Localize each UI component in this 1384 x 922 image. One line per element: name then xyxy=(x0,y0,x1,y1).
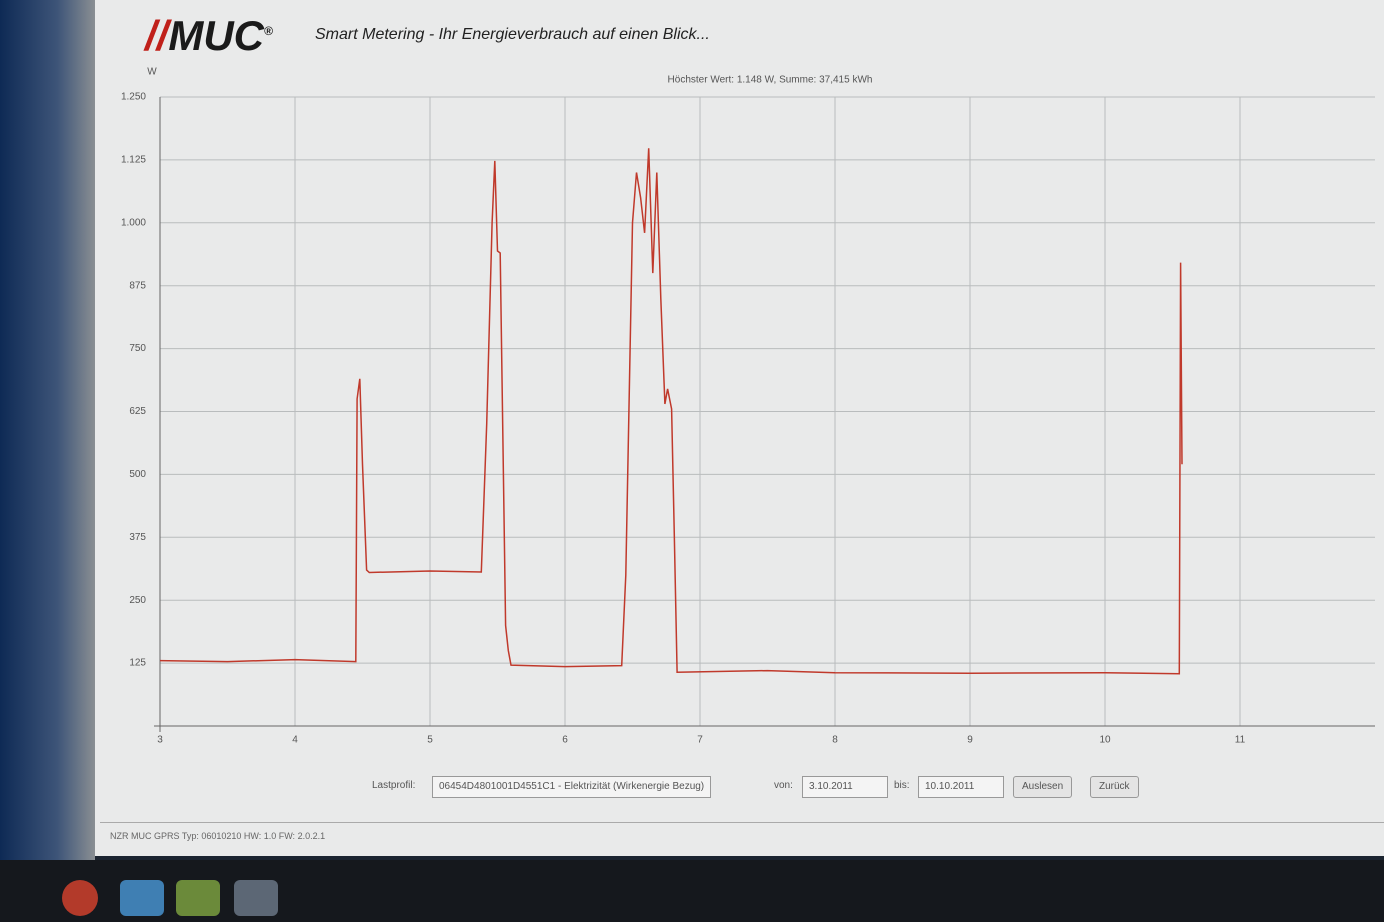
x-tick-label: 3 xyxy=(157,735,163,746)
taskbar-icon[interactable] xyxy=(120,880,164,916)
from-label: von: xyxy=(774,776,793,796)
y-tick-label: 1.250 xyxy=(121,92,146,103)
x-tick-label: 5 xyxy=(427,735,433,746)
x-tick-label: 4 xyxy=(292,735,298,746)
x-tick-label: 9 xyxy=(967,735,973,746)
taskbar-icon[interactable] xyxy=(234,880,278,916)
to-select[interactable]: 10.10.2011 xyxy=(918,776,1004,798)
y-tick-label: 1.125 xyxy=(121,155,146,166)
read-button[interactable]: Auslesen xyxy=(1013,776,1072,798)
y-tick-label: 375 xyxy=(129,532,146,543)
y-tick-label: 750 xyxy=(129,343,146,354)
x-tick-label: 10 xyxy=(1099,735,1111,746)
x-tick-label: 6 xyxy=(562,735,568,746)
profile-label: Lastprofil: xyxy=(372,776,415,796)
x-tick-label: 7 xyxy=(697,735,703,746)
page: //MUC® Smart Metering - Ihr Energieverbr… xyxy=(0,0,1384,922)
back-button[interactable]: Zurück xyxy=(1090,776,1139,798)
y-tick-label: 125 xyxy=(129,658,146,669)
chart: Höchster Wert: 1.148 W, Summe: 37,415 kW… xyxy=(0,0,1384,760)
y-tick-label: 875 xyxy=(129,280,146,291)
x-tick-label: 8 xyxy=(832,735,838,746)
from-select[interactable]: 3.10.2011 xyxy=(802,776,888,798)
y-tick-label: 625 xyxy=(129,406,146,417)
footer: NZR MUC GPRS Typ: 06010210 HW: 1.0 FW: 2… xyxy=(100,822,1384,849)
chart-title: Höchster Wert: 1.148 W, Summe: 37,415 kW… xyxy=(668,75,873,86)
to-label: bis: xyxy=(894,776,910,796)
taskbar-icon[interactable] xyxy=(176,880,220,916)
y-tick-label: 500 xyxy=(129,469,146,480)
y-tick-label: 250 xyxy=(129,595,146,606)
profile-select[interactable]: 06454D4801001D4551C1 - Elektrizität (Wir… xyxy=(432,776,711,798)
y-axis-label: W xyxy=(147,67,157,78)
y-tick-label: 1.000 xyxy=(121,217,146,228)
x-tick-label: 11 xyxy=(1235,735,1246,746)
taskbar-icon[interactable] xyxy=(62,880,98,916)
